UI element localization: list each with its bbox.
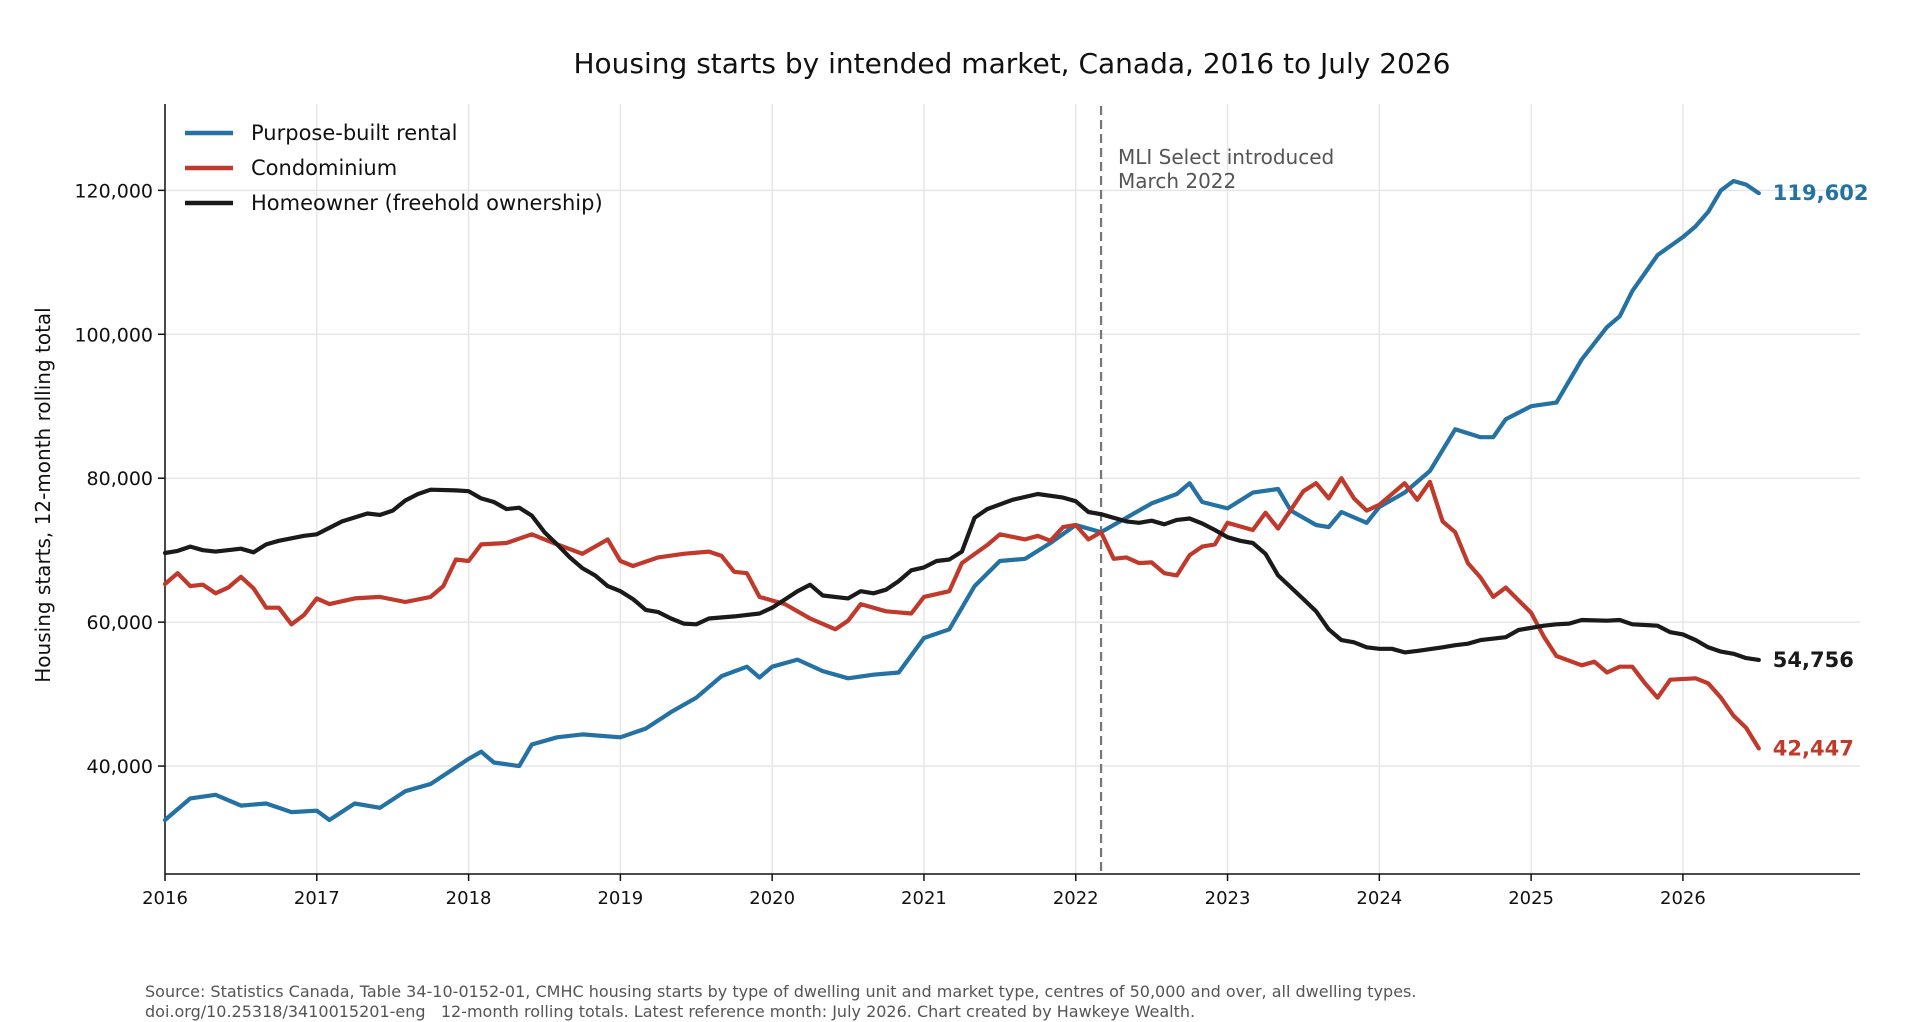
series-line-3 [162, 487, 1761, 662]
source-footnote: Source: Statistics Canada, Table 34-10-0… [145, 982, 1416, 1022]
annotation-text-line-1: MLI Select introduced [1118, 145, 1334, 169]
x-tick-label: 2020 [749, 888, 795, 909]
series-end-label-1: 119,602 [1773, 181, 1869, 205]
x-tick-label: 2016 [142, 888, 188, 909]
y-axis-label: Housing starts, 12-month rolling total [31, 307, 55, 682]
footnote-line-2: doi.org/10.25318/3410015201-eng 12-month… [145, 1002, 1196, 1021]
x-tick-label: 2019 [597, 888, 643, 909]
series-end-label-2: 42,447 [1773, 736, 1854, 760]
legend-label-1: Purpose-built rental [251, 121, 457, 145]
y-tick-label: 80,000 [87, 468, 153, 490]
legend-label-3: Homeowner (freehold ownership) [251, 191, 603, 215]
x-tick-label: 2022 [1053, 888, 1099, 909]
x-tick-label: 2025 [1508, 888, 1554, 909]
y-tick-label: 100,000 [74, 324, 153, 346]
series-end-label-3: 54,756 [1773, 648, 1854, 672]
x-tick-label: 2026 [1660, 888, 1706, 909]
x-tick-label: 2021 [901, 888, 947, 909]
x-tick-label: 2017 [294, 888, 340, 909]
y-tick-label: 60,000 [87, 612, 153, 634]
footnote-line-1: Source: Statistics Canada, Table 34-10-0… [145, 982, 1417, 1001]
x-tick-label: 2024 [1356, 888, 1402, 909]
x-tick-label: 2023 [1205, 888, 1251, 909]
y-tick-label: 120,000 [74, 180, 153, 202]
y-tick-label: 40,000 [87, 756, 153, 778]
series-line-1 [162, 178, 1761, 823]
x-tick-label: 2018 [446, 888, 492, 909]
legend-label-2: Condominium [251, 156, 397, 180]
chart-title: Housing starts by intended market, Canad… [573, 47, 1450, 80]
annotation-text-line-2: March 2022 [1118, 169, 1236, 193]
series-line-2 [162, 476, 1761, 751]
